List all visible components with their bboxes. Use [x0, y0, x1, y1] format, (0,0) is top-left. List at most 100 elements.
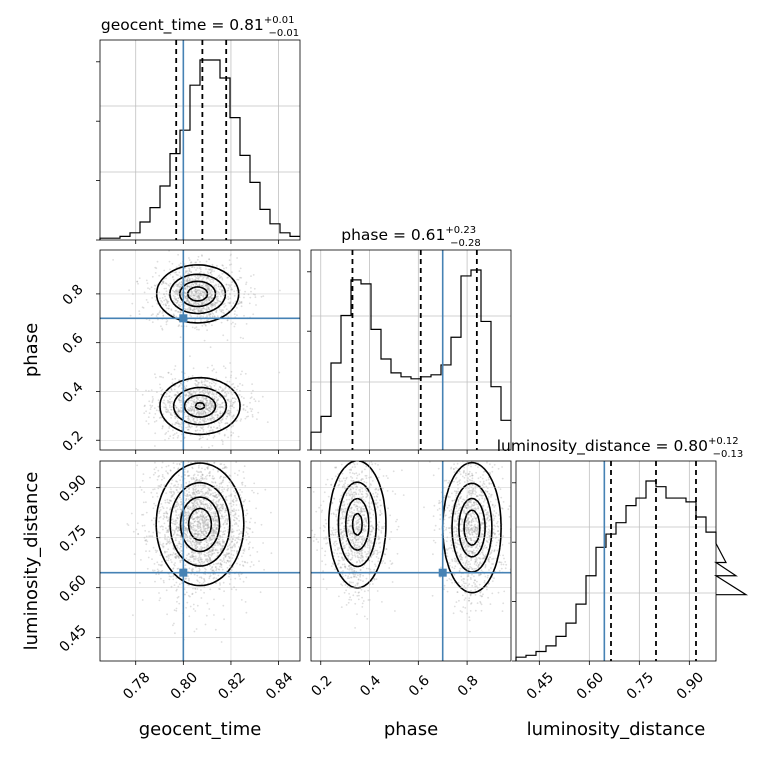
- sample-point: [194, 532, 197, 535]
- sample-point: [448, 527, 450, 529]
- sample-point: [210, 554, 213, 557]
- sample-point: [215, 400, 218, 403]
- sample-point: [174, 553, 177, 556]
- panel-frame: [99, 39, 301, 241]
- sample-point: [192, 529, 195, 532]
- sample-point: [206, 525, 208, 527]
- sample-point: [192, 457, 194, 459]
- sample-point: [203, 553, 206, 556]
- sample-point: [191, 277, 194, 280]
- sample-point: [201, 515, 203, 518]
- sample-point: [222, 540, 225, 543]
- sample-point: [208, 489, 211, 492]
- sample-point: [233, 397, 236, 400]
- sample-point: [185, 498, 188, 501]
- sample-point: [172, 534, 175, 536]
- sample-point: [207, 287, 209, 290]
- sample-point: [167, 472, 170, 475]
- sample-point: [186, 529, 189, 532]
- sample-point: [344, 565, 346, 568]
- sample-point: [188, 480, 191, 483]
- sample-point: [203, 410, 206, 413]
- sample-point: [357, 501, 360, 504]
- sample-point: [200, 399, 203, 402]
- sample-point: [191, 496, 194, 499]
- sample-point: [236, 499, 238, 502]
- sample-point: [201, 502, 203, 505]
- sample-point: [208, 401, 211, 404]
- sample-point: [243, 465, 246, 468]
- sample-point: [225, 394, 228, 397]
- sample-point: [126, 523, 129, 525]
- sample-point: [212, 279, 215, 281]
- sample-point: [458, 507, 461, 510]
- sample-point: [220, 563, 223, 566]
- sample-point: [367, 550, 370, 553]
- sample-point: [174, 553, 177, 555]
- sample-point: [460, 530, 463, 533]
- sample-point: [193, 558, 195, 560]
- sample-point: [231, 530, 234, 533]
- sample-point: [223, 306, 226, 308]
- sample-point: [166, 307, 168, 310]
- sample-point: [158, 541, 161, 543]
- sample-point: [234, 457, 236, 459]
- sample-point: [244, 499, 247, 501]
- sample-point: [177, 567, 180, 570]
- sample-point: [195, 533, 198, 535]
- sample-point: [186, 309, 189, 311]
- sample-point: [198, 310, 200, 312]
- sample-point: [166, 519, 169, 522]
- sample-point: [196, 289, 199, 291]
- sample-point: [199, 268, 202, 271]
- sample-point: [191, 532, 194, 534]
- sample-point: [141, 479, 144, 482]
- sample-point: [203, 517, 206, 520]
- sample-point: [148, 288, 151, 290]
- sample-point: [150, 406, 153, 409]
- sample-point: [220, 310, 223, 313]
- sample-point: [209, 539, 212, 541]
- sample-point: [136, 522, 139, 525]
- sample-point: [184, 415, 187, 418]
- sample-point: [197, 534, 200, 537]
- sample-point: [175, 315, 178, 318]
- sample-point: [184, 267, 187, 269]
- sample-point: [184, 577, 187, 580]
- sample-point: [200, 547, 203, 549]
- sample-point: [215, 527, 218, 530]
- sample-point: [204, 285, 207, 287]
- sample-point: [200, 294, 203, 296]
- sample-point: [145, 410, 148, 413]
- sample-point: [205, 530, 208, 533]
- sample-point: [241, 481, 244, 484]
- sample-point: [162, 280, 165, 283]
- sample-point: [232, 415, 235, 418]
- sample-point: [203, 529, 206, 532]
- sample-point: [207, 526, 210, 529]
- sample-point: [231, 538, 234, 540]
- sample-point: [197, 295, 200, 298]
- sample-point: [147, 301, 149, 304]
- sample-point: [491, 549, 493, 552]
- sample-point: [185, 279, 188, 282]
- sample-point: [221, 507, 224, 510]
- sample-point: [252, 546, 254, 549]
- sample-point: [176, 516, 179, 519]
- sample-point: [233, 523, 236, 526]
- sample-point: [213, 517, 216, 519]
- sample-point: [197, 557, 199, 560]
- sample-point: [171, 378, 174, 381]
- sample-point: [233, 386, 236, 389]
- sample-point: [183, 372, 186, 375]
- sample-point: [193, 473, 196, 476]
- sample-point: [191, 309, 194, 312]
- sample-point: [196, 478, 199, 481]
- sample-point: [201, 474, 204, 477]
- sample-point: [470, 531, 473, 534]
- sample-point: [196, 525, 199, 528]
- sample-point: [465, 532, 467, 535]
- sample-point: [157, 475, 160, 478]
- sample-point: [235, 504, 238, 506]
- sample-point: [186, 517, 189, 520]
